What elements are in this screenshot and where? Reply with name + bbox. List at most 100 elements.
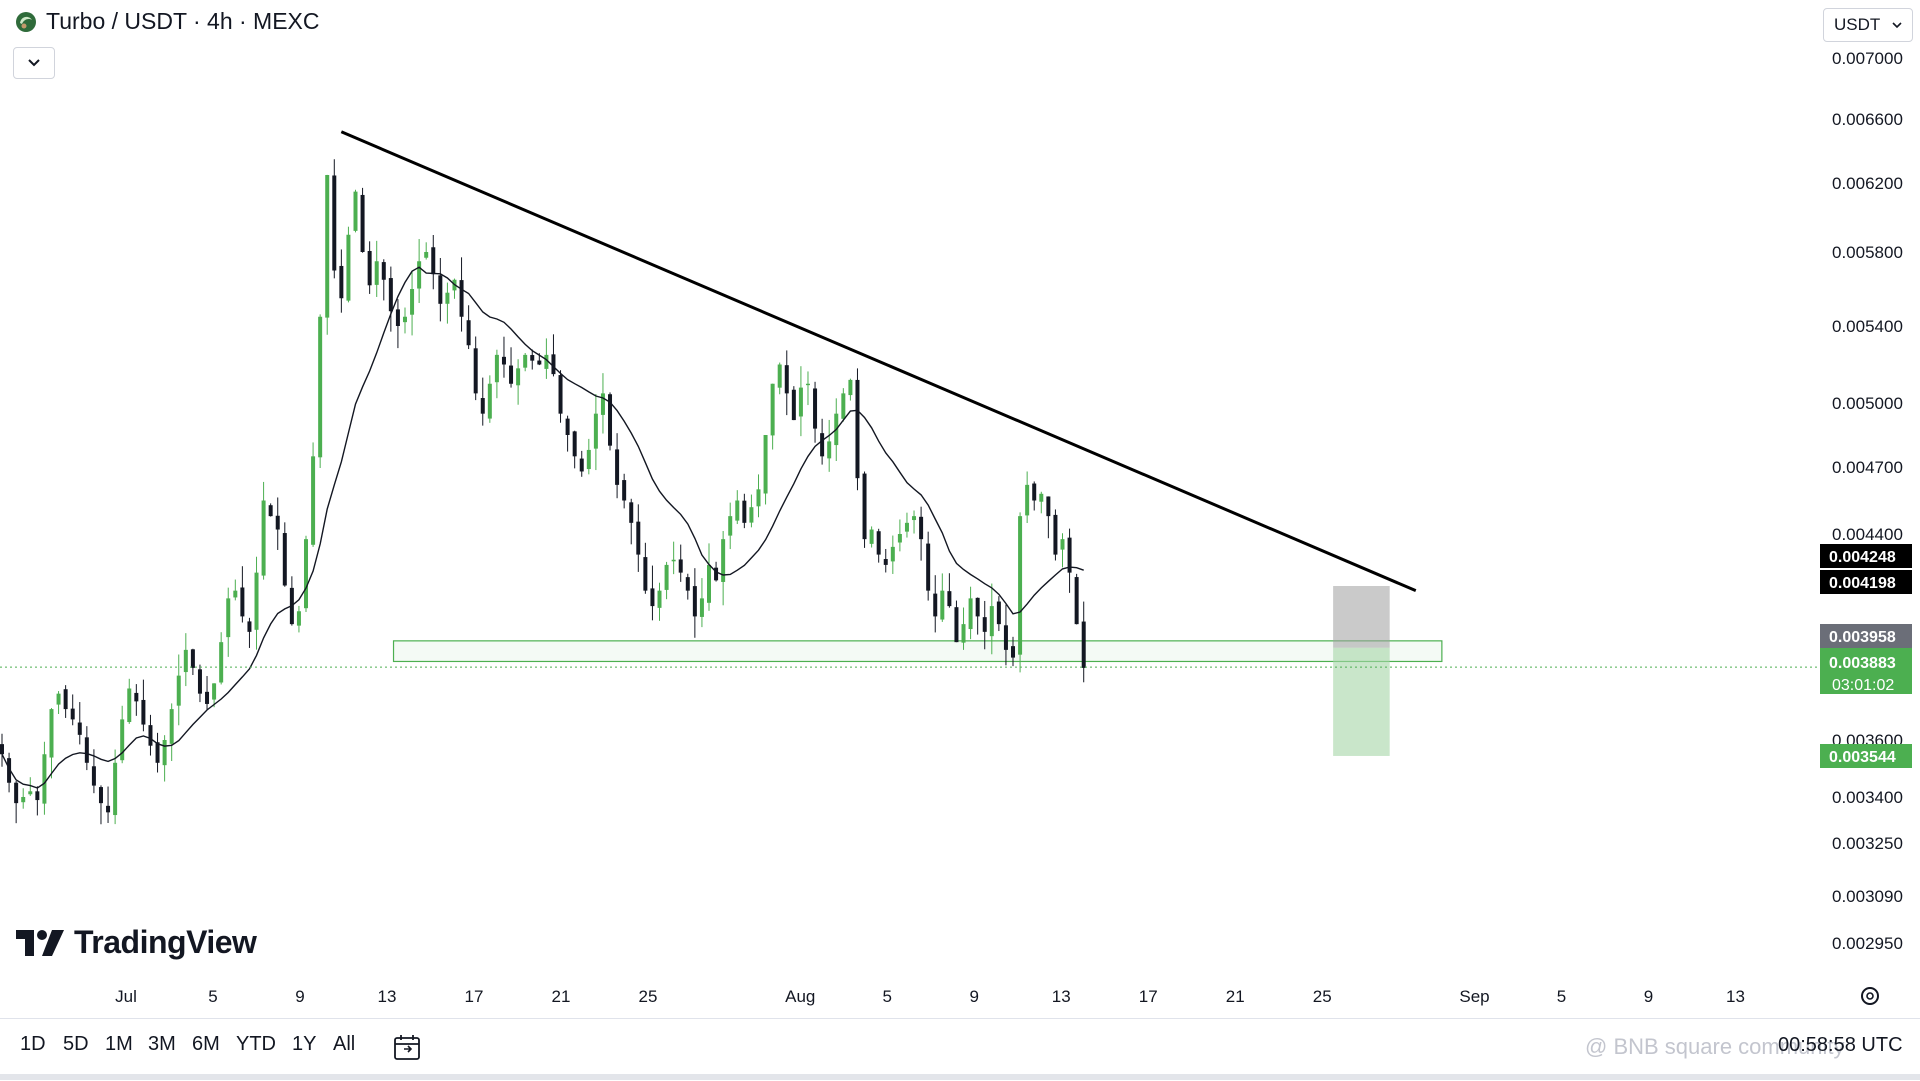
candle — [721, 531, 726, 606]
price-tick-label: 0.004400 — [1832, 525, 1903, 544]
candle — [820, 418, 825, 465]
candle — [890, 535, 895, 574]
range-button-1m[interactable]: 1M — [105, 1033, 133, 1055]
candle — [431, 234, 436, 290]
price-axis[interactable]: 0.007000 0.006600 0.006200 0.005800 0.005400… — [1820, 49, 1912, 953]
time-tick-label: 25 — [639, 987, 658, 1006]
time-tick-label: 13 — [1052, 987, 1071, 1006]
range-button-5d[interactable]: 5D — [63, 1033, 89, 1055]
time-tick-label: 13 — [1726, 987, 1745, 1006]
candle — [784, 350, 789, 416]
candle — [21, 788, 26, 809]
take-profit-zone — [1333, 647, 1390, 756]
price-tick-label: 0.004700 — [1832, 458, 1903, 477]
candle — [664, 561, 669, 600]
candle — [466, 305, 471, 350]
candle — [190, 648, 195, 676]
candle — [332, 159, 337, 279]
candle — [636, 504, 641, 572]
tradingview-logo[interactable]: TradingView — [16, 924, 257, 961]
chart-header: Turbo / USDT · 4h · MEXC — [14, 8, 320, 35]
candle — [671, 541, 676, 575]
time-axis[interactable]: Jul 5 9 13 17 21 25 Aug 5 9 13 17 21 25 Sep 5 9 13 — [115, 987, 1879, 1006]
candle — [63, 685, 68, 718]
range-button-1d[interactable]: 1D — [20, 1033, 46, 1055]
range-button-ytd[interactable]: YTD — [236, 1033, 276, 1055]
candle — [402, 307, 407, 334]
candle — [247, 617, 252, 648]
candle — [1060, 533, 1065, 568]
candle — [1018, 512, 1023, 673]
candle — [1046, 496, 1051, 539]
price-tick-label: 0.006200 — [1832, 174, 1903, 193]
candle — [70, 694, 75, 726]
symbol-title[interactable]: Turbo / USDT · 4h · MEXC — [46, 8, 320, 34]
price-tick-label: 0.003250 — [1832, 834, 1903, 853]
currency-select[interactable]: USDT — [1823, 8, 1913, 42]
candle — [1032, 481, 1037, 511]
range-button-all[interactable]: All — [333, 1033, 356, 1055]
price-chart[interactable]: 0.007000 0.006600 0.006200 0.005800 0.005400… — [0, 0, 1920, 1016]
candle — [452, 278, 457, 299]
candle — [791, 386, 796, 421]
calendar-goto-icon[interactable] — [392, 1033, 422, 1063]
chevron-down-icon — [1892, 22, 1902, 29]
time-tick-label: 9 — [295, 987, 304, 1006]
price-tick-label: 0.005400 — [1832, 317, 1903, 336]
time-tick-label: Aug — [785, 987, 815, 1006]
collapse-legend-button[interactable] — [13, 47, 55, 79]
time-tick-label: 17 — [1139, 987, 1158, 1006]
drawing-layer — [392, 586, 1443, 756]
candle — [756, 474, 761, 518]
candle — [1053, 509, 1058, 561]
tradingview-mark-icon — [16, 929, 64, 956]
candle — [360, 187, 365, 253]
tradingview-wordmark: TradingView — [74, 924, 257, 960]
candle — [643, 542, 648, 594]
candle — [494, 349, 499, 399]
candle — [749, 494, 754, 528]
time-tick-label: 9 — [970, 987, 979, 1006]
support-zone — [392, 640, 1443, 663]
moving-average-line — [1, 266, 1084, 789]
candle — [1003, 604, 1008, 666]
settings-gear-icon[interactable] — [1861, 987, 1879, 1005]
candle — [155, 732, 160, 773]
candle — [282, 522, 287, 587]
overlay-layer — [0, 130, 1818, 668]
candle — [961, 607, 966, 650]
candle — [657, 582, 662, 621]
candle — [572, 430, 577, 469]
candle — [593, 394, 598, 471]
candle — [989, 583, 994, 655]
range-button-1y[interactable]: 1Y — [292, 1033, 317, 1055]
turbo-coin-icon — [16, 11, 36, 32]
candle — [219, 632, 224, 685]
candle — [254, 556, 259, 650]
candle — [940, 573, 945, 622]
candle — [233, 579, 238, 601]
candle — [374, 240, 379, 297]
candle — [134, 684, 139, 716]
candle — [982, 600, 987, 650]
price-tick-label: 0.002950 — [1832, 934, 1903, 953]
candle — [897, 519, 902, 552]
candle — [183, 633, 188, 687]
range-button-6m[interactable]: 6M — [192, 1033, 220, 1055]
candle — [685, 573, 690, 600]
candle — [558, 370, 563, 423]
candle — [919, 506, 924, 561]
candle — [827, 419, 832, 472]
candle — [565, 415, 570, 452]
candle — [311, 442, 316, 547]
utc-clock[interactable]: 00:58:58 UTC — [1778, 1034, 1903, 1056]
time-tick-label: 5 — [208, 987, 217, 1006]
price-tick-label: 0.006600 — [1832, 110, 1903, 129]
price-tick-label: 0.007000 — [1832, 49, 1903, 68]
candle — [346, 226, 351, 303]
range-button-3m[interactable]: 3M — [148, 1033, 176, 1055]
price-label-text: 0.003958 — [1829, 629, 1896, 646]
candle — [141, 679, 146, 732]
candle — [381, 259, 386, 301]
candle — [876, 528, 881, 563]
